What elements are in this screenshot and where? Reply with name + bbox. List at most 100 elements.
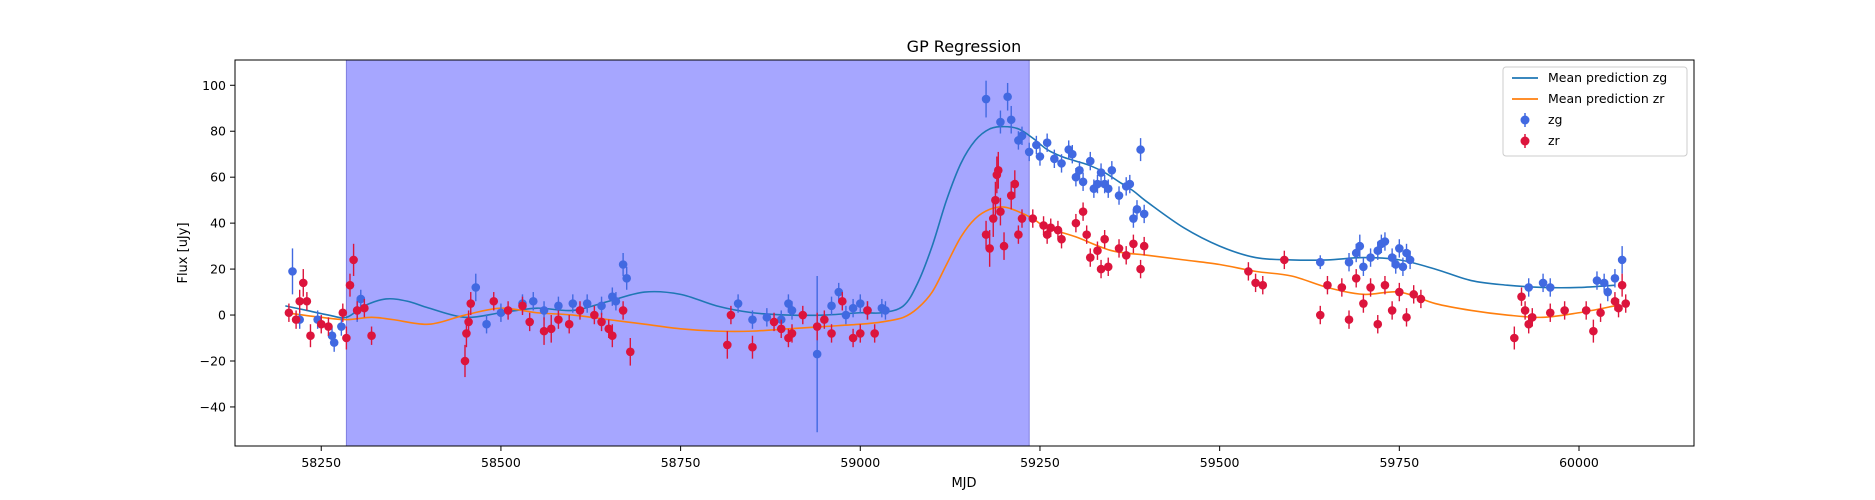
data-point-zr	[1380, 280, 1390, 290]
data-point-zr	[590, 310, 599, 320]
data-point-zr	[1129, 239, 1138, 249]
x-tick-label: 59500	[1200, 455, 1240, 470]
legend-label-zr: zr	[1548, 133, 1561, 148]
y-tick-label: 60	[210, 170, 226, 185]
data-point-zr	[1315, 310, 1325, 320]
y-tick-label: 100	[202, 78, 226, 93]
data-point-zr	[863, 306, 872, 315]
data-point-zr	[462, 329, 471, 338]
data-point-zr	[284, 308, 294, 318]
data-point-zg	[1006, 115, 1016, 125]
data-point-zr	[1621, 299, 1631, 308]
data-point-zr	[1596, 308, 1605, 318]
data-point-zg	[1075, 165, 1084, 175]
data-point-zr	[1359, 299, 1368, 308]
data-point-zg	[1603, 287, 1613, 297]
data-point-zr	[352, 306, 362, 315]
data-point-zr	[1520, 306, 1530, 315]
data-point-zg	[1050, 154, 1059, 164]
x-tick-label: 60000	[1559, 455, 1599, 470]
data-point-zr	[367, 331, 376, 341]
data-point-zg	[1071, 172, 1081, 182]
data-point-zg	[1096, 168, 1106, 177]
data-point-zg	[1366, 253, 1375, 262]
data-point-zr	[1136, 264, 1145, 274]
legend-box	[1502, 66, 1688, 157]
data-point-zg	[1351, 248, 1361, 258]
shaded-region	[345, 60, 1030, 446]
data-point-zg	[1355, 241, 1365, 251]
data-point-zg	[1610, 273, 1620, 283]
data-point-zr	[1082, 230, 1091, 239]
data-point-zg	[1545, 283, 1555, 292]
data-point-zg	[1139, 209, 1149, 219]
data-point-zr	[848, 333, 858, 343]
data-point-zg	[1592, 276, 1602, 285]
data-point-zr	[1006, 191, 1016, 200]
data-point-zg	[784, 299, 793, 308]
data-point-zr	[1387, 306, 1397, 315]
data-point-zr	[993, 165, 1003, 175]
data-point-zr	[1053, 225, 1063, 235]
legend-label-zg: zg	[1548, 112, 1563, 127]
data-point-zr	[1010, 179, 1020, 189]
x-axis-label: MJD	[951, 476, 976, 491]
data-point-zg	[981, 94, 991, 104]
data-point-zg	[841, 310, 851, 320]
x-tick-label: 59750	[1379, 455, 1419, 470]
data-point-zr	[1251, 278, 1260, 288]
data-point-zg	[733, 299, 743, 308]
data-point-zr	[349, 255, 358, 265]
data-point-zr	[1416, 294, 1426, 304]
data-point-zr	[539, 326, 549, 336]
plot-frame	[234, 59, 1695, 447]
mean-prediction-line-zr	[285, 206, 1616, 333]
data-point-zr	[295, 296, 304, 306]
data-point-zg	[1093, 179, 1102, 189]
data-point-zg	[356, 294, 366, 304]
data-point-zg	[539, 306, 549, 315]
data-point-zg	[1103, 184, 1113, 193]
data-point-zr	[1395, 287, 1404, 297]
x-tick-label: 59000	[840, 455, 880, 470]
data-point-zg	[554, 301, 563, 311]
data-point-zr	[981, 230, 991, 239]
data-point-zr	[812, 322, 822, 331]
data-point-zg	[1617, 255, 1627, 265]
data-point-zg	[1068, 149, 1077, 159]
data-point-zg	[1599, 278, 1609, 288]
data-point-zr	[726, 310, 736, 320]
data-point-zr	[1028, 214, 1038, 223]
data-point-zr	[1057, 234, 1066, 244]
data-point-zr	[1402, 313, 1411, 322]
data-point-zg	[855, 299, 865, 308]
data-point-zg	[1538, 278, 1548, 288]
data-point-zr	[597, 317, 606, 327]
data-point-zg	[482, 319, 491, 329]
data-point-zr	[776, 324, 786, 334]
data-point-zg	[1387, 253, 1397, 262]
y-tick-label: −40	[200, 399, 226, 414]
data-point-zr	[988, 214, 998, 223]
data-point-zr	[1373, 319, 1383, 329]
data-point-zr	[1103, 262, 1113, 272]
y-axis: −40 −20 0 20 40 60 80 100	[200, 78, 235, 414]
data-point-zg	[1057, 159, 1066, 168]
data-point-zr	[460, 356, 470, 366]
data-point-zr	[991, 195, 1000, 205]
data-point-zg	[1315, 257, 1325, 267]
data-point-zr	[1139, 241, 1149, 251]
data-point-zr	[291, 315, 301, 324]
data-point-zg	[528, 296, 538, 306]
data-point-zg	[1003, 92, 1012, 102]
data-point-zg	[1395, 244, 1404, 253]
data-point-zr	[1589, 326, 1598, 336]
data-point-zg	[618, 260, 628, 269]
data-point-zg	[1107, 165, 1117, 175]
data-point-zr	[342, 333, 351, 343]
data-point-zg	[1344, 257, 1354, 267]
data-point-zr	[1100, 234, 1109, 244]
data-point-zg	[1085, 156, 1095, 166]
data-point-zg	[827, 301, 836, 311]
